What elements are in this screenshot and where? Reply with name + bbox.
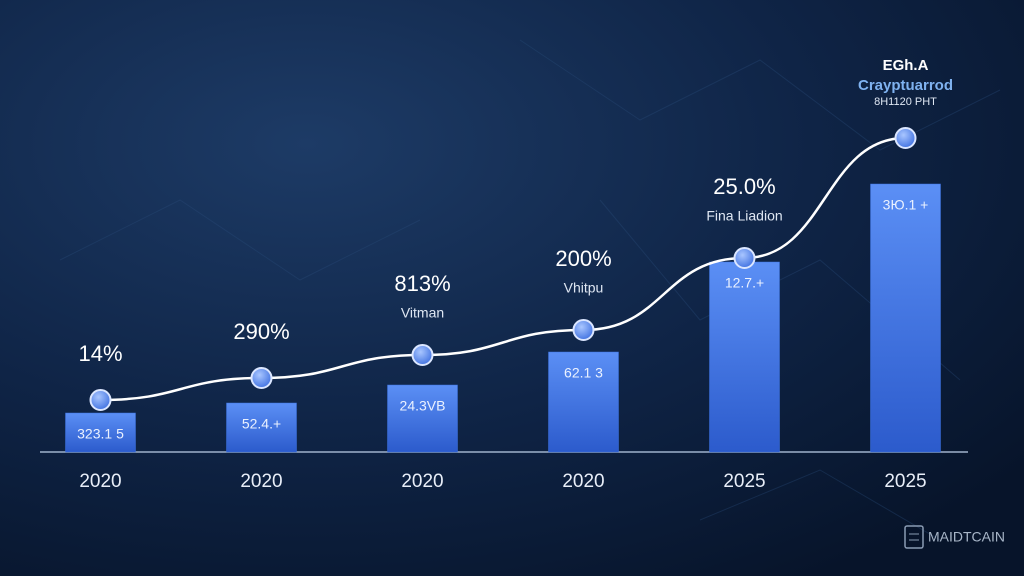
- line-point: [572, 319, 595, 341]
- bar-label: 12.7.+: [725, 275, 764, 291]
- x-tick-label: 2020: [79, 471, 121, 492]
- bar: [226, 402, 297, 453]
- annotation: Crayptuarrod: [858, 77, 953, 94]
- point-sublabel: Vitman: [401, 305, 444, 321]
- point-label: 200%: [555, 246, 611, 271]
- bar: [548, 351, 619, 453]
- annotation: EGh.A: [883, 57, 929, 74]
- line: [100, 136, 906, 402]
- bar-label: 323.1 5: [77, 426, 124, 442]
- point-label: 25.0%: [713, 174, 775, 199]
- line-point: [894, 127, 917, 149]
- point-sublabel: Fina Liadion: [706, 208, 782, 224]
- x-tick-label: 2020: [562, 471, 604, 492]
- bar: [387, 384, 458, 453]
- line-point: [250, 367, 273, 389]
- bar: [870, 183, 941, 453]
- line-point: [733, 247, 756, 269]
- bar-label: 52.4.+: [242, 416, 281, 432]
- watermark: MAIDTCAIN: [928, 529, 1005, 545]
- bar: [65, 412, 136, 453]
- x-tick-label: 2025: [884, 471, 926, 492]
- x-tick-label: 2020: [240, 471, 282, 492]
- plot: 2020 2020 2020 2020 2025 2025 323.1 5 52.4.+ 24.…: [65, 57, 953, 492]
- bar-label: 3Ю.1 +: [883, 197, 929, 213]
- x-tick-label: 2025: [723, 471, 765, 492]
- bar: [709, 261, 780, 453]
- point-sublabel: Vhitpu: [564, 280, 604, 296]
- bar-label: 62.1 3: [564, 365, 603, 381]
- point-label: 290%: [233, 319, 289, 344]
- point-label: 813%: [394, 271, 450, 296]
- watermark-icon: [904, 525, 924, 549]
- point-label: 14%: [78, 341, 122, 366]
- line-point: [89, 389, 112, 411]
- line-point: [411, 344, 434, 366]
- annotation: 8H1120 PHT: [874, 96, 937, 108]
- x-tick-label: 2020: [401, 471, 443, 492]
- bar-label: 24.3VB: [400, 398, 446, 414]
